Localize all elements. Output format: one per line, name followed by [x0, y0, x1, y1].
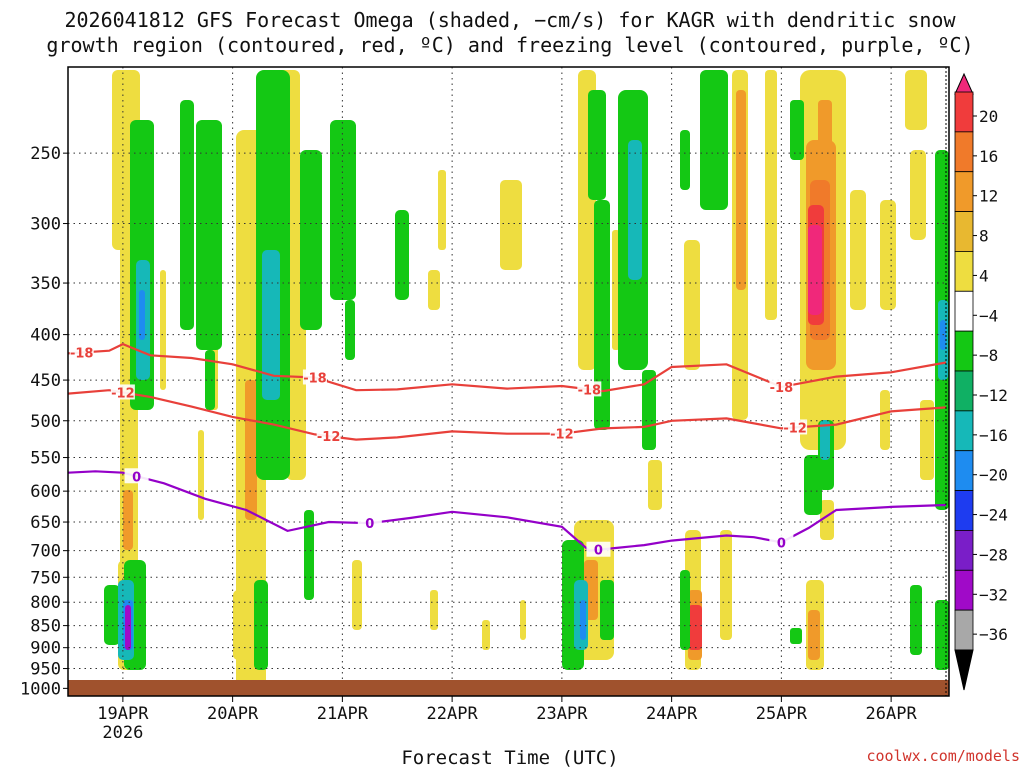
y-tick-label: 800 [30, 593, 61, 613]
colorbar-top-arrow [954, 72, 974, 95]
contour-label: -18 [70, 347, 94, 362]
colorbar-swatch [954, 410, 974, 452]
contour-label-bg [357, 515, 382, 531]
x-tick-year-label: 2026 [102, 723, 143, 743]
y-tick-label: 850 [30, 617, 61, 637]
colorbar-label: 12 [979, 187, 998, 206]
contour-label: 0 [365, 517, 374, 532]
contour-label-bg [549, 425, 574, 441]
colorbar-label: −36 [979, 625, 1008, 644]
x-tick-label: 23APR [536, 704, 588, 724]
chart-title-line-1: 2026041812 GFS Forecast Omega (shaded, −… [64, 8, 956, 32]
colorbar-label: 4 [979, 266, 989, 285]
contour-line-minus12 [68, 389, 947, 441]
contour-label: 0 [594, 544, 603, 559]
y-tick-label: 300 [30, 215, 61, 235]
y-tick-label: 950 [30, 660, 61, 680]
colorbar-label: −16 [979, 426, 1008, 445]
contour-layer: -18 -18 -18 -18 -12 -12 -12 -12 0 0 0 0 [68, 342, 947, 559]
contour-label-bg [124, 468, 149, 484]
colorbar-label: −24 [979, 506, 1008, 525]
contour-label: -12 [783, 421, 807, 436]
colorbar-label: −8 [979, 346, 998, 365]
colorbar-label: −12 [979, 386, 1008, 405]
y-tick-label: 900 [30, 639, 61, 659]
chart-title-line-2: growth region (contoured, red, ºC) and f… [46, 33, 973, 57]
colorbar-label: −20 [979, 466, 1008, 485]
contour-label-bg [586, 541, 611, 557]
plot-gridlines [68, 67, 946, 696]
colorbar-bottom-arrow [954, 649, 974, 691]
contour-label: -18 [303, 371, 327, 386]
colorbar-label: 8 [979, 227, 989, 246]
y-tick-label: 700 [30, 542, 61, 562]
y-tick-label: 400 [30, 326, 61, 346]
plot-frame [67, 66, 950, 697]
colorbar-swatch [954, 211, 974, 252]
x-tick-label: 24APR [646, 704, 698, 724]
contour-label-bg [769, 378, 794, 394]
colorbar-label: −32 [979, 585, 1008, 604]
contour-label: 0 [132, 470, 141, 485]
colorbar-swatch [954, 251, 974, 292]
credit-text: coolwx.com/models [866, 747, 1020, 765]
colorbar-label: −28 [979, 545, 1008, 564]
x-axis-label: Forecast Time (UTC) [401, 747, 618, 768]
colorbar-swatch [954, 450, 974, 491]
y-tick-label: 600 [30, 482, 61, 502]
colorbar-swatch [954, 569, 974, 611]
colorbar-swatch [954, 131, 974, 173]
contour-label-bg [69, 344, 94, 360]
colorbar-label: 16 [979, 147, 998, 166]
colorbar-swatch [954, 330, 974, 372]
contour-label: -18 [770, 381, 794, 396]
x-tick-label: 21APR [317, 704, 369, 724]
colorbar-swatch [954, 171, 974, 212]
y-tick-label: 650 [30, 513, 61, 533]
contour-label: -12 [550, 428, 574, 443]
omega-shading-layer [104, 70, 949, 690]
y-tick-label: 550 [30, 449, 61, 469]
colorbar-label: 20 [979, 107, 998, 126]
contour-label: -12 [317, 430, 341, 445]
x-tick-label: 26APR [866, 704, 918, 724]
contour-label-bg [302, 369, 327, 385]
y-tick-label: 450 [30, 371, 61, 391]
contour-label: 0 [777, 536, 786, 551]
y-axis-ticks: 2503003504004505005506006507007508008509… [20, 144, 68, 699]
contour-label-bg [110, 384, 135, 400]
colorbar-swatch [954, 490, 974, 531]
colorbar-swatch [954, 290, 974, 332]
colorbar-swatch [954, 609, 974, 651]
y-tick-label: 500 [30, 412, 61, 432]
contour-label: -12 [111, 386, 135, 401]
contour-line-minus18 [68, 342, 947, 393]
ground-surface [68, 680, 949, 696]
y-tick-label: 1000 [20, 679, 61, 699]
colorbar-label: −4 [979, 306, 998, 325]
contour-label-bg [783, 419, 808, 435]
x-tick-label: 25APR [756, 704, 808, 724]
contour-label: -18 [578, 383, 602, 398]
x-tick-label: 19APR [97, 704, 149, 724]
contour-label-bg [769, 534, 794, 550]
x-tick-label: 20APR [207, 704, 259, 724]
colorbar-swatch [954, 370, 974, 412]
y-tick-label: 250 [30, 144, 61, 164]
colorbar-swatch [954, 91, 974, 133]
contour-label-bg [577, 381, 602, 397]
y-tick-label: 750 [30, 568, 61, 588]
colorbar: 20 16 12 8 4 −4 −8 −12 −16 −20 −24 −28 −32 −36 [954, 72, 1008, 691]
y-tick-label: 350 [30, 274, 61, 294]
contour-label-bg [316, 428, 341, 444]
x-tick-label: 22APR [427, 704, 479, 724]
colorbar-swatch [954, 530, 974, 571]
